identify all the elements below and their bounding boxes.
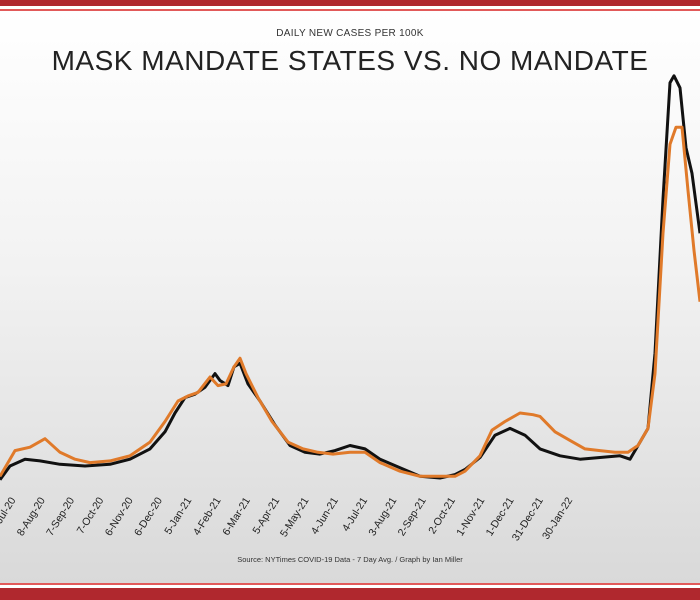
x-tick-label: 4-Jul-21: [340, 495, 370, 534]
top-border: [0, 0, 700, 6]
bottom-border: [0, 588, 700, 600]
x-tick-label: 2-Oct-21: [426, 495, 458, 536]
x-tick-label: 4-Feb-21: [191, 495, 224, 538]
x-tick-label: 3-Aug-21: [366, 495, 399, 538]
chart-title: MASK MANDATE STATES VS. NO MANDATE: [51, 45, 649, 76]
chart-panel: [0, 9, 700, 585]
x-tick-label: 6-Nov-20: [103, 495, 136, 538]
x-tick-label: 8-Aug-20: [15, 495, 48, 538]
x-tick-label: 1-Nov-21: [454, 495, 487, 538]
series-layer: [0, 74, 700, 481]
x-tick-label: 6-Mar-21: [220, 495, 253, 538]
x-tick-label: 1-Dec-21: [484, 495, 517, 538]
x-tick-label: Jul-20: [0, 495, 19, 526]
chart-source: Source: NYTimes COVID-19 Data - 7 Day Av…: [237, 555, 463, 564]
x-axis-ticks: Jul-208-Aug-207-Sep-207-Oct-206-Nov-206-…: [0, 495, 575, 543]
x-tick-label: 5-Jan-21: [162, 495, 194, 537]
series-line-no-mandate: [0, 74, 700, 481]
x-tick-label: 2-Sep-21: [396, 495, 429, 538]
x-tick-label: 4-Jun-21: [309, 495, 341, 537]
x-tick-label: 6-Dec-20: [132, 495, 165, 538]
x-tick-label: 7-Oct-20: [75, 495, 107, 536]
x-tick-label: 5-Apr-21: [250, 495, 282, 536]
chart-subtitle: DAILY NEW CASES PER 100K: [276, 28, 424, 39]
x-tick-label: 5-May-21: [278, 495, 312, 539]
series-line-mask-mandate: [0, 125, 700, 478]
x-tick-label: 7-Sep-20: [44, 495, 77, 538]
